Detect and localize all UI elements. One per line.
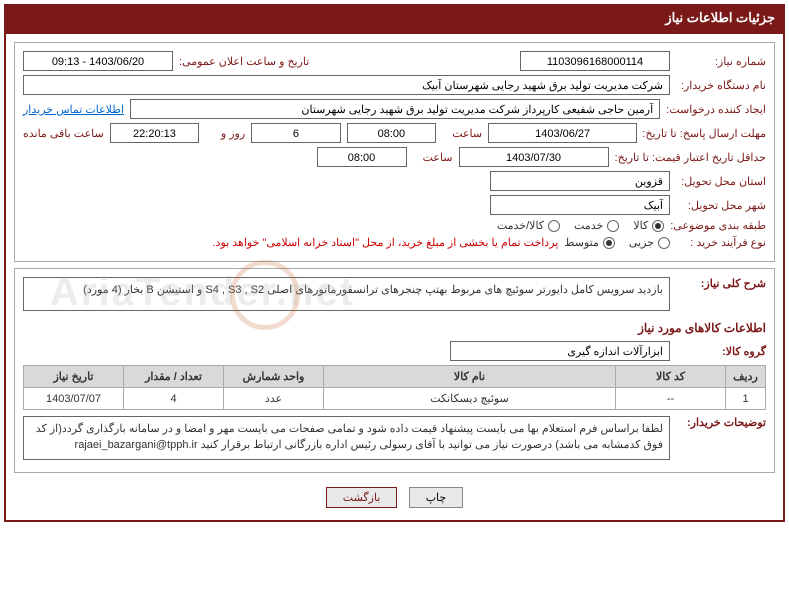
th-unit: واحد شمارش	[224, 366, 324, 388]
radio-service[interactable]: خدمت	[574, 219, 619, 232]
days-left-field: 6	[251, 123, 340, 143]
buyer-notes-label: توضیحات خریدار:	[676, 416, 766, 429]
goods-group-label: گروه کالا:	[676, 345, 766, 358]
radio-goods-label: کالا	[633, 219, 648, 232]
buyer-label: نام دستگاه خریدار:	[676, 79, 766, 92]
validity-label: حداقل تاریخ اعتبار قیمت: تا تاریخ:	[615, 151, 766, 164]
cell-code: --	[616, 388, 726, 410]
desc-field: بازدید سرویس کامل دایورتر سوئیچ های مربو…	[23, 277, 670, 311]
process-note: پرداخت تمام یا بخشی از مبلغ خرید، از محل…	[213, 236, 559, 249]
requester-field: آرمین حاجی شفیعی کارپرداز شرکت مدیریت تو…	[130, 99, 660, 119]
announce-field: 1403/06/20 - 09:13	[23, 51, 173, 71]
requester-label: ایجاد کننده درخواست:	[666, 103, 766, 116]
page-title: جزئیات اطلاعات نیاز	[4, 4, 785, 32]
hour-label-2: ساعت	[413, 151, 453, 164]
radio-partial-icon	[658, 237, 670, 249]
desc-label: شرح کلی نیاز:	[676, 277, 766, 290]
days-word: روز و	[205, 127, 245, 140]
radio-partial-label: جزیی	[629, 236, 654, 249]
buyer-notes-field: لطفا براساس فرم استعلام بها می بایست پیش…	[23, 416, 670, 460]
cell-unit: عدد	[224, 388, 324, 410]
cell-date: 1403/07/07	[24, 388, 124, 410]
print-button[interactable]: چاپ	[409, 487, 464, 508]
deadline-date-field: 1403/06/27	[488, 123, 637, 143]
hour-label-1: ساعت	[442, 127, 482, 140]
goods-info-heading: اطلاعات کالاهای مورد نیاز	[23, 321, 766, 335]
cell-row: 1	[726, 388, 766, 410]
cell-name: سوئیچ دیسکانکت	[324, 388, 616, 410]
category-label: طبقه بندی موضوعی:	[670, 219, 766, 232]
validity-hour-field: 08:00	[317, 147, 407, 167]
city-label: شهر محل تحویل:	[676, 199, 766, 212]
radio-both-icon	[548, 220, 560, 232]
city-field: آبیک	[490, 195, 670, 215]
details-panel: شرح کلی نیاز: بازدید سرویس کامل دایورتر …	[14, 268, 775, 473]
th-qty: تعداد / مقدار	[124, 366, 224, 388]
buyer-field: شرکت مدیریت تولید برق شهید رجایی شهرستان…	[23, 75, 670, 95]
radio-goods-icon	[652, 220, 664, 232]
form-panel: شماره نیاز: 1103096168000114 تاریخ و ساع…	[14, 42, 775, 262]
announce-label: تاریخ و ساعت اعلان عمومی:	[179, 55, 309, 68]
validity-date-field: 1403/07/30	[459, 147, 609, 167]
th-name: نام کالا	[324, 366, 616, 388]
buyer-contact-link[interactable]: اطلاعات تماس خریدار	[23, 103, 124, 116]
radio-goods[interactable]: کالا	[633, 219, 664, 232]
th-row: ردیف	[726, 366, 766, 388]
province-field: قزوین	[490, 171, 670, 191]
need-number-label: شماره نیاز:	[676, 55, 766, 68]
th-code: کد کالا	[616, 366, 726, 388]
process-label: نوع فرآیند خرید :	[676, 236, 766, 249]
radio-medium-label: متوسط	[564, 236, 599, 249]
countdown-field: 22:20:13	[110, 123, 199, 143]
table-row: 1 -- سوئیچ دیسکانکت عدد 4 1403/07/07	[24, 388, 766, 410]
th-date: تاریخ نیاز	[24, 366, 124, 388]
radio-service-icon	[607, 220, 619, 232]
radio-medium[interactable]: متوسط	[564, 236, 615, 249]
remaining-label: ساعت باقی مانده	[23, 127, 104, 140]
goods-table: ردیف کد کالا نام کالا واحد شمارش تعداد /…	[23, 365, 766, 410]
radio-partial[interactable]: جزیی	[629, 236, 670, 249]
radio-both[interactable]: کالا/خدمت	[497, 219, 560, 232]
button-bar: چاپ بازگشت	[14, 479, 775, 512]
radio-service-label: خدمت	[574, 219, 603, 232]
need-number-field: 1103096168000114	[520, 51, 670, 71]
radio-both-label: کالا/خدمت	[497, 219, 544, 232]
deadline-label: مهلت ارسال پاسخ: تا تاریخ:	[643, 127, 766, 140]
cell-qty: 4	[124, 388, 224, 410]
deadline-hour-field: 08:00	[347, 123, 436, 143]
back-button[interactable]: بازگشت	[326, 487, 398, 508]
main-panel: شماره نیاز: 1103096168000114 تاریخ و ساع…	[4, 32, 785, 522]
province-label: استان محل تحویل:	[676, 175, 766, 188]
radio-medium-icon	[603, 237, 615, 249]
goods-group-field: ابزارآلات اندازه گیری	[450, 341, 670, 361]
